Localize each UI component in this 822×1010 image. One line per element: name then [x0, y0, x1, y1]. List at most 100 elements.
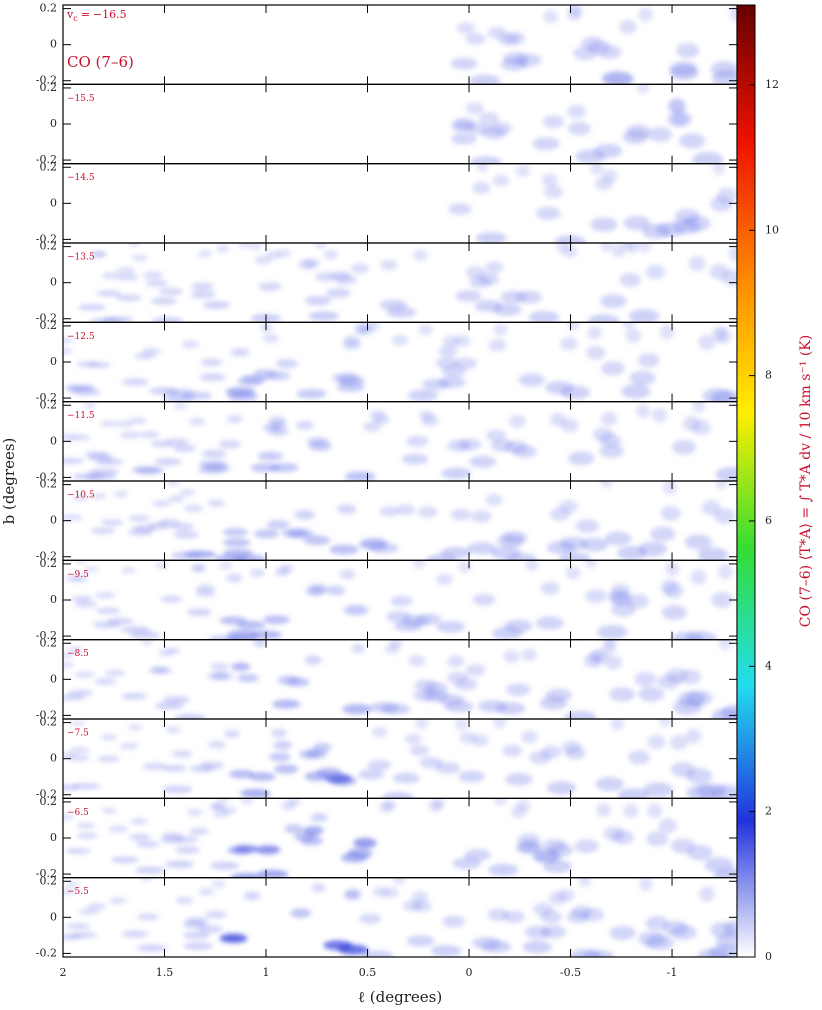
y-tick-label: 0.2	[40, 795, 58, 808]
emission-blob	[128, 833, 151, 841]
y-tick-label: -0.2	[36, 946, 57, 959]
emission-blob	[255, 845, 281, 855]
emission-blob	[408, 655, 426, 667]
emission-blob	[421, 415, 439, 427]
colorbar-tick-label: 0	[765, 950, 772, 963]
emission-blob	[686, 784, 717, 799]
emission-blob	[464, 848, 491, 861]
emission-blob	[435, 762, 461, 774]
emission-blob	[580, 537, 609, 552]
emission-blob	[120, 692, 148, 700]
emission-blob	[475, 232, 507, 244]
emission-blob	[569, 949, 602, 958]
emission-blob	[617, 788, 650, 799]
emission-blob	[532, 849, 559, 863]
emission-blob	[67, 646, 83, 653]
emission-blob	[186, 608, 212, 617]
y-tick-label: 0	[50, 672, 57, 685]
emission-blob	[638, 243, 652, 254]
emission-blob	[228, 769, 255, 779]
emission-blob	[277, 675, 300, 685]
emission-blob	[386, 306, 417, 318]
emission-blob	[597, 45, 622, 60]
emission-blob	[505, 683, 531, 696]
emission-blob	[643, 782, 674, 798]
emission-blob	[326, 287, 351, 298]
emission-blob	[127, 528, 153, 536]
emission-blob	[212, 671, 234, 681]
emission-blob	[665, 561, 680, 577]
emission-blob	[409, 744, 430, 756]
emission-blob	[430, 945, 462, 957]
panel-label: −14.5	[67, 173, 95, 183]
emission-blob	[540, 581, 560, 596]
emission-blob	[332, 372, 359, 384]
emission-blob	[647, 127, 673, 142]
y-tick-label: -0.2	[36, 470, 57, 483]
emission-blob	[470, 510, 492, 523]
emission	[63, 401, 737, 481]
emission-blob	[560, 336, 578, 351]
emission-blob	[183, 931, 210, 940]
emission-blob	[391, 334, 409, 346]
emission-blob	[604, 639, 617, 649]
emission-blob	[174, 846, 201, 854]
emission-blob	[663, 481, 677, 496]
emission-blob	[458, 770, 485, 783]
y-tick-label: -0.2	[36, 312, 57, 325]
y-tick-label: 0	[50, 196, 57, 209]
emission-blob	[303, 535, 331, 546]
emission-blob	[240, 798, 254, 805]
emission-blob	[596, 802, 612, 817]
emission-blob	[604, 531, 632, 546]
emission-blob	[396, 504, 416, 516]
emission-blob	[69, 747, 90, 754]
emission-blob	[567, 7, 582, 21]
emission-blob	[142, 271, 163, 279]
emission-blob	[545, 688, 572, 702]
emission-blob	[337, 504, 357, 515]
emission-blob	[661, 605, 687, 621]
emission-blob	[612, 830, 634, 845]
y-tick-label: -0.2	[36, 550, 57, 563]
emission-blob	[152, 499, 171, 508]
emission-blob	[64, 384, 93, 392]
emission-blob	[74, 560, 87, 564]
emission-blob	[504, 619, 533, 633]
emission-blob	[471, 734, 489, 747]
emission-blob	[518, 840, 543, 854]
emission-blob	[121, 378, 149, 386]
emission-blob	[634, 672, 657, 687]
emission-blob	[141, 347, 162, 356]
emission-blob	[488, 863, 519, 877]
emission-blob	[78, 908, 100, 915]
emission-blob	[343, 335, 361, 346]
emission-blob	[299, 749, 321, 760]
emission-blob	[436, 620, 465, 633]
emission-blob	[166, 438, 189, 446]
x-tick-label: -1	[667, 966, 678, 979]
emission-blob	[590, 217, 618, 232]
emission-blob	[136, 913, 159, 921]
emission-blob	[139, 431, 160, 439]
emission-blob	[714, 508, 736, 524]
emission-blob	[151, 317, 184, 323]
emission-blob	[508, 414, 526, 428]
panel-frame	[62, 83, 738, 165]
emission-blob	[84, 566, 99, 573]
emission-blob	[458, 438, 482, 451]
emission-blob	[108, 825, 129, 833]
emission-blob	[308, 311, 339, 322]
emission-blob	[253, 529, 280, 539]
emission-blob	[629, 370, 656, 386]
emission-blob	[628, 309, 660, 323]
emission-blob	[71, 495, 89, 502]
emission-blob	[296, 420, 314, 431]
emission-blob	[454, 678, 478, 691]
emission-blob	[218, 561, 233, 570]
emission-blob	[101, 316, 134, 323]
emission-blob	[71, 782, 101, 790]
emission-blob	[167, 481, 181, 487]
emission-blob	[63, 694, 86, 701]
emission-blob	[359, 913, 382, 925]
